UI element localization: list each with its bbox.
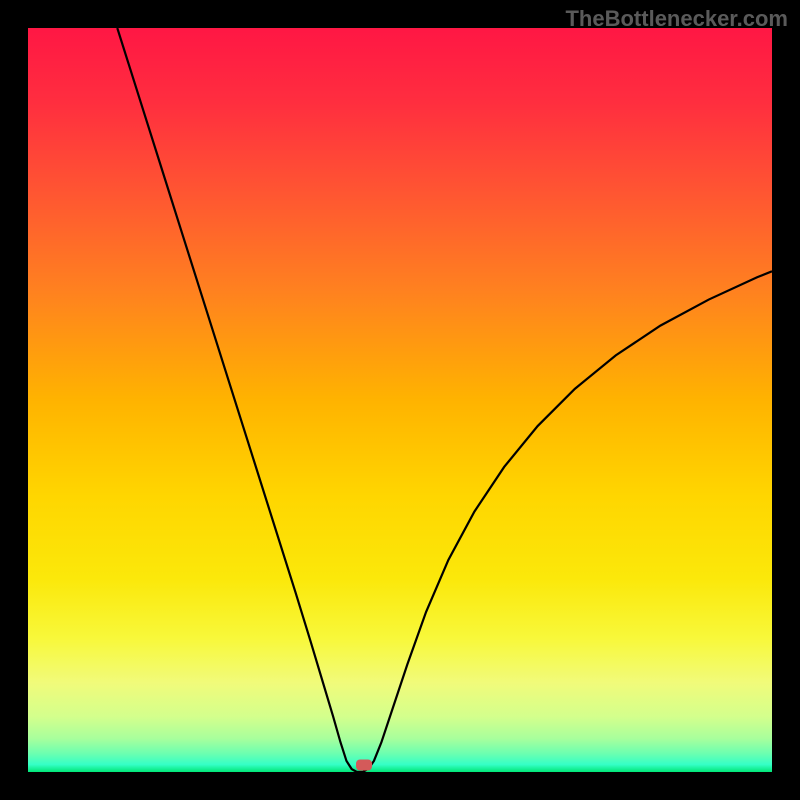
watermark-text: TheBottlenecker.com [565,6,788,32]
plot-area [28,28,772,772]
bottleneck-curve [117,28,772,772]
optimal-point-marker [356,760,372,771]
curve-layer [28,28,772,772]
